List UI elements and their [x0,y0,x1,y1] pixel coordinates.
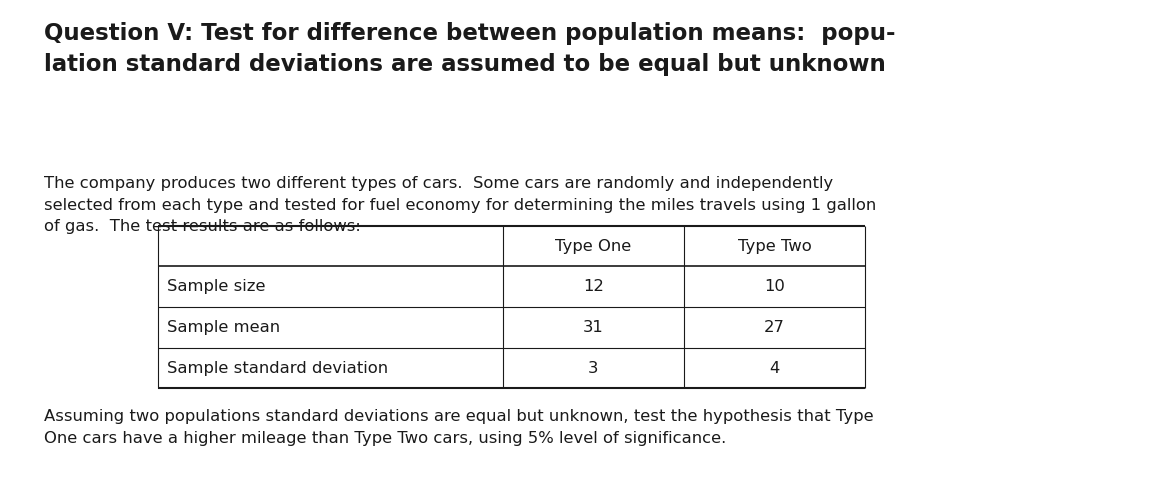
Text: The company produces two different types of cars.  Some cars are randomly and in: The company produces two different types… [44,176,877,234]
Text: Type One: Type One [555,239,631,253]
Text: Type Two: Type Two [738,239,811,253]
Text: Sample size: Sample size [167,279,265,294]
Text: 4: 4 [769,361,780,375]
Text: Sample standard deviation: Sample standard deviation [167,361,388,375]
Text: Sample mean: Sample mean [167,320,281,335]
Text: Assuming two populations standard deviations are equal but unknown, test the hyp: Assuming two populations standard deviat… [44,409,874,446]
Text: 10: 10 [765,279,784,294]
Text: 12: 12 [583,279,603,294]
Text: 27: 27 [765,320,784,335]
Text: 3: 3 [588,361,599,375]
Text: 31: 31 [583,320,603,335]
Text: Question V: Test for difference between population means:  popu-
lation standard: Question V: Test for difference between … [44,22,895,75]
